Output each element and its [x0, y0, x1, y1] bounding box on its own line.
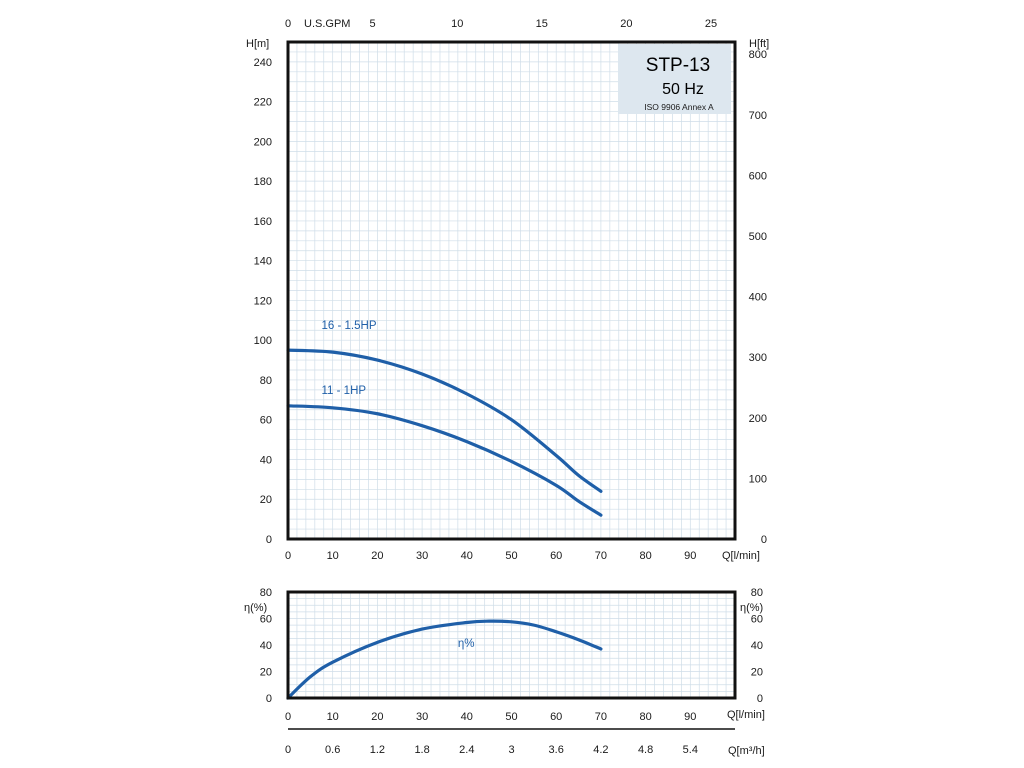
head-ft-tick-label: 700: [749, 110, 767, 122]
flow-m3h-tick-label: 3: [508, 744, 514, 756]
gpm-axis-label: U.S.GPM: [304, 18, 350, 30]
efficiency-tick-label: 0: [266, 693, 272, 705]
curves: 16 - 1.5HP 11 - 1HP η%: [286, 320, 603, 700]
efficiency-right-tick-label: 0: [757, 693, 763, 705]
head-curve-16-stage: [286, 348, 603, 493]
gpm-tick-label: 10: [451, 18, 463, 30]
flow-tick-label: 50: [505, 550, 517, 562]
flow-tick-label: 70: [595, 711, 607, 723]
head-tick-label: 80: [260, 375, 272, 387]
head-axis-label-left: H[m]: [246, 38, 269, 50]
flow-tick-label: 80: [639, 550, 651, 562]
efficiency-right-tick-label: 20: [751, 667, 763, 679]
head-tick-label: 180: [254, 176, 272, 188]
frequency-title: 50 Hz: [662, 81, 704, 98]
title-box: [618, 44, 731, 114]
head-tick-label: 220: [254, 97, 272, 109]
head-tick-label: 60: [260, 415, 272, 427]
flow-m3h-tick-label: 1.2: [370, 744, 385, 756]
head-tick-label: 100: [254, 335, 272, 347]
head-ft-tick-label: 400: [749, 292, 767, 304]
series-label-16-stage: 16 - 1.5HP: [322, 320, 377, 332]
head-axis-label-right: H[ft]: [749, 38, 769, 50]
gpm-tick-label: 25: [705, 18, 717, 30]
flow-tick-label: 0: [285, 550, 291, 562]
head-curve-11-stage: [286, 404, 603, 517]
head-tick-label: 40: [260, 454, 272, 466]
flow-m3h-tick-label: 4.8: [638, 744, 653, 756]
gpm-tick-label: 15: [536, 18, 548, 30]
flow-m3h-tick-label: 3.6: [549, 744, 564, 756]
flow-tick-label: 80: [639, 711, 651, 723]
efficiency-chart-frame: [286, 590, 737, 700]
flow-tick-label: 90: [684, 550, 696, 562]
flow-m3h-tick-label: 2.4: [459, 744, 474, 756]
gpm-tick-label: 20: [620, 18, 632, 30]
head-chart-frame: [286, 40, 737, 541]
flow-m3h-tick-label: 1.8: [414, 744, 429, 756]
gpm-tick-label: 0: [285, 18, 291, 30]
efficiency-tick-label: 60: [260, 614, 272, 626]
flow-tick-label: 20: [371, 550, 383, 562]
flow-tick-label: 10: [327, 711, 339, 723]
efficiency-right-tick-label: 40: [751, 640, 763, 652]
head-chart-grid: [287, 41, 736, 540]
head-tick-label: 20: [260, 494, 272, 506]
head-tick-label: 140: [254, 256, 272, 268]
flow-tick-label: 30: [416, 550, 428, 562]
efficiency-tick-label: 20: [260, 667, 272, 679]
gpm-tick-label: 5: [370, 18, 376, 30]
flow-m3h-tick-label: 0.6: [325, 744, 340, 756]
flow-m3h-axis-label: Q[m³/h]: [728, 745, 765, 757]
efficiency-tick-label: 40: [260, 640, 272, 652]
flow-tick-label: 70: [595, 550, 607, 562]
flow-tick-label: 60: [550, 550, 562, 562]
head-tick-label: 200: [254, 136, 272, 148]
series-label-efficiency: η%: [458, 638, 475, 650]
head-tick-label: 240: [254, 57, 272, 69]
efficiency-axis-label-left: η(%): [244, 602, 267, 614]
flow-axis-label-bottom: Q[l/min]: [727, 709, 765, 721]
flow-tick-label: 0: [285, 711, 291, 723]
flow-tick-label: 10: [327, 550, 339, 562]
head-tick-label: 160: [254, 216, 272, 228]
efficiency-tick-label: 80: [260, 587, 272, 599]
flow-m3h-tick-label: 4.2: [593, 744, 608, 756]
head-ft-tick-label: 500: [749, 231, 767, 243]
standard-label: ISO 9906 Annex A: [644, 102, 714, 112]
head-ft-tick-label: 300: [749, 352, 767, 364]
flow-tick-label: 60: [550, 711, 562, 723]
flow-tick-label: 50: [505, 711, 517, 723]
efficiency-right-tick-label: 80: [751, 587, 763, 599]
flow-tick-label: 20: [371, 711, 383, 723]
flow-tick-label: 40: [461, 550, 473, 562]
head-ft-tick-label: 800: [749, 49, 767, 61]
head-ft-tick-label: 100: [749, 473, 767, 485]
head-ft-tick-label: 200: [749, 413, 767, 425]
efficiency-curve: [286, 619, 603, 700]
flow-tick-label: 90: [684, 711, 696, 723]
flow-m3h-tick-label: 0: [285, 744, 291, 756]
head-tick-label: 120: [254, 295, 272, 307]
head-ft-tick-label: 600: [749, 170, 767, 182]
flow-m3h-tick-label: 5.4: [683, 744, 698, 756]
flow-axis-label-top: Q[l/min]: [722, 550, 760, 562]
flow-tick-label: 40: [461, 711, 473, 723]
model-title: STP-13: [646, 55, 710, 76]
head-tick-label: 0: [266, 534, 272, 546]
efficiency-axis-label-right: η(%): [740, 602, 763, 614]
series-label-11-stage: 11 - 1HP: [322, 385, 367, 397]
efficiency-right-tick-label: 60: [751, 614, 763, 626]
flow-tick-label: 30: [416, 711, 428, 723]
efficiency-chart-grid: [287, 591, 736, 699]
head-ft-tick-label: 0: [761, 534, 767, 546]
